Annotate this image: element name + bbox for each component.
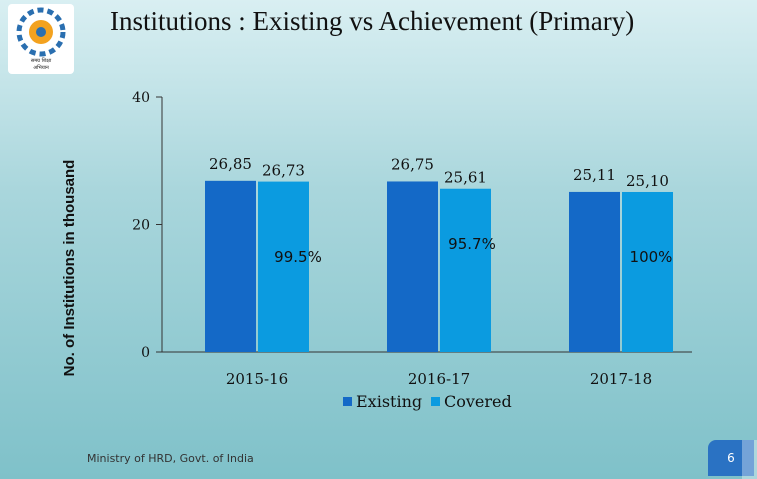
x-tick-label: 2017-18: [590, 370, 652, 388]
bar-existing-2016-17: [387, 181, 438, 352]
bar-covered-2017-18: [622, 191, 673, 352]
data-label-covered: 25,61: [444, 169, 487, 187]
page-number-badge: 6: [708, 440, 754, 476]
data-label-existing: 26,75: [391, 155, 434, 173]
page-corner-decoration: [742, 440, 757, 479]
slide-title: Institutions : Existing vs Achievement (…: [110, 6, 635, 36]
data-label-covered: 25,10: [626, 172, 669, 190]
bar-covered-2016-17: [440, 188, 491, 352]
x-tick-label: 2015-16: [226, 370, 288, 388]
percent-label: 95.7%: [448, 235, 496, 253]
legend-swatch-covered: [431, 397, 440, 406]
y-tick-label: 20: [132, 218, 150, 234]
legend-swatch-existing: [343, 397, 352, 406]
logo-caption-line2: अभियान: [33, 65, 49, 71]
logo-emblem-icon: [16, 7, 66, 57]
percent-label: 100%: [630, 248, 673, 266]
footer-text: Ministry of HRD, Govt. of India: [87, 452, 254, 465]
data-label-existing: 26,85: [209, 155, 252, 173]
data-label-covered: 26,73: [262, 162, 305, 180]
y-axis-title: No. of Institutions in thousand: [61, 160, 78, 377]
ministry-logo: समग्र शिक्षा अभियान: [8, 4, 74, 74]
page-number: 6: [727, 451, 735, 465]
bar-covered-2015-16: [258, 181, 309, 352]
legend-label-covered: Covered: [444, 392, 512, 411]
percent-label: 99.5%: [274, 248, 322, 266]
y-tick-label: 0: [141, 345, 150, 361]
logo-caption-line1: समग्र शिक्षा: [30, 58, 52, 64]
x-tick-label: 2016-17: [408, 370, 470, 388]
data-label-existing: 25,11: [573, 166, 616, 184]
bar-existing-2017-18: [569, 191, 620, 352]
bar-existing-2015-16: [205, 180, 256, 352]
y-tick-label: 40: [132, 90, 150, 106]
legend-label-existing: Existing: [356, 392, 422, 411]
